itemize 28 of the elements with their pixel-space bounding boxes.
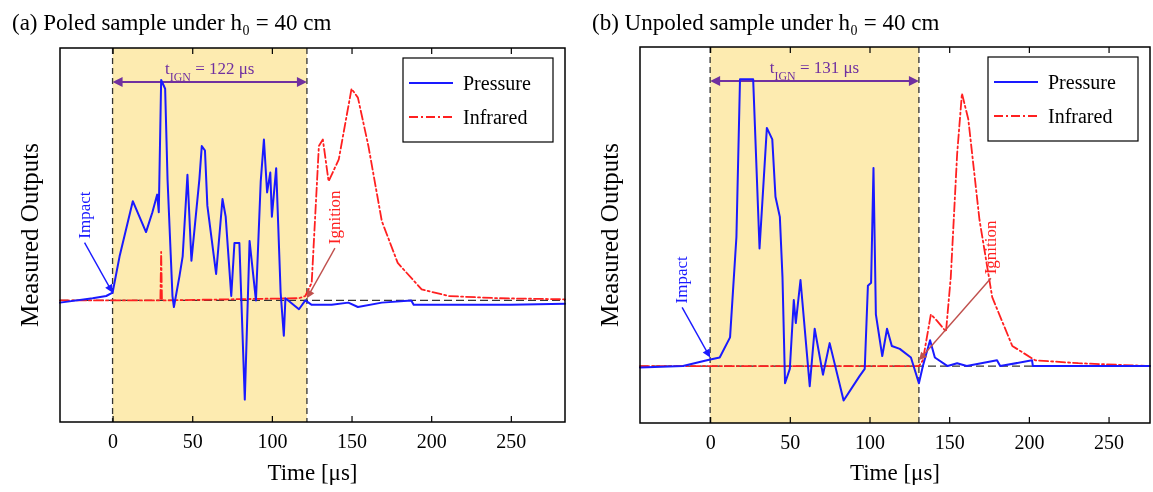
x-tick-label: 50 [182,430,203,453]
legend-label: Pressure [463,72,531,94]
x-tick-label: 100 [855,431,885,454]
band-label: t$_{IGN}$ = 122 μs [165,59,255,84]
annotation: Impact [74,191,94,239]
legend-label: Pressure [1048,71,1116,93]
x-axis-title: Time [μs] [267,460,358,485]
y-axis-title: Measured Outputs [596,143,623,327]
chart-title: (a) Poled sample under h₀ = 40 cm [12,10,332,35]
x-tick-label: 150 [934,431,965,454]
x-tick-label: 0 [108,430,119,453]
x-tick-label: 50 [780,431,801,454]
band-label: t$_{IGN}$ = 131 μs [769,58,860,83]
x-tick-label: 250 [1094,431,1125,454]
x-tick-label: 250 [496,430,527,453]
x-tick-label: 150 [337,430,368,453]
annotation: Ignition [324,189,344,245]
x-tick-label: 0 [705,431,716,454]
x-axis-title: Time [μs] [849,460,941,485]
legend-label: Infrared [1048,105,1113,127]
legend-label: Infrared [463,106,528,128]
x-tick-label: 200 [416,430,447,453]
y-axis-title: Measured Outputs [16,143,43,327]
x-tick-label: 200 [1014,431,1045,454]
annotation: Impact [672,255,692,304]
annotation: Ignition [980,220,1000,275]
x-tick-label: 100 [257,430,288,453]
chart-title: (b) Unpoled sample under h₀ = 40 cm [592,10,940,35]
